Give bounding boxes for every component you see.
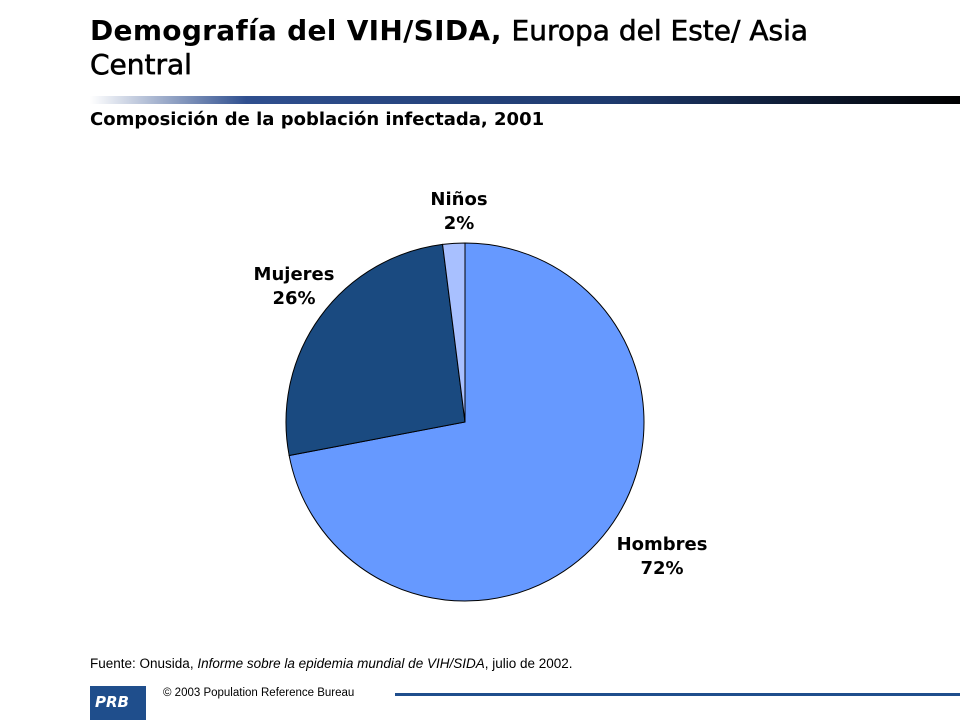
title-main: Demografía del VIH/SIDA, xyxy=(90,14,502,47)
pie-slice-mujeres xyxy=(285,243,466,457)
copyright-text: © 2003 Population Reference Bureau xyxy=(163,687,355,699)
source-suffix: , julio de 2002. xyxy=(484,656,573,671)
footer-rule xyxy=(395,693,960,696)
pie-labels: Hombres 72% Mujeres 26% Niños 2% xyxy=(254,189,708,579)
page-title: Demografía del VIH/SIDA, Europa del Este… xyxy=(90,14,910,82)
title-underline xyxy=(90,96,960,104)
slice-label-hombres: Hombres xyxy=(617,534,708,555)
prb-logo-text: PRB xyxy=(95,693,129,711)
pie-slice-hombres xyxy=(288,242,645,602)
slice-value-hombres: 72% xyxy=(640,558,683,579)
slice-label-niños: Niños xyxy=(430,189,487,210)
title-region: Europa del Este/ Asia Central xyxy=(90,14,809,82)
slice-value-niños: 2% xyxy=(444,213,475,234)
source-title: Informe sobre la epidemia mundial de VIH… xyxy=(197,656,485,671)
pie-slices xyxy=(285,242,645,602)
slice-value-mujeres: 26% xyxy=(272,288,315,309)
prb-logo: PRB xyxy=(90,686,146,720)
chart-subtitle: Composición de la población infectada, 2… xyxy=(90,109,545,130)
source-note: Fuente: Onusida, Informe sobre la epidem… xyxy=(90,656,573,671)
slice-label-mujeres: Mujeres xyxy=(254,264,335,285)
pie-slice-niños xyxy=(442,242,466,423)
source-prefix: Fuente: Onusida, xyxy=(90,656,198,671)
